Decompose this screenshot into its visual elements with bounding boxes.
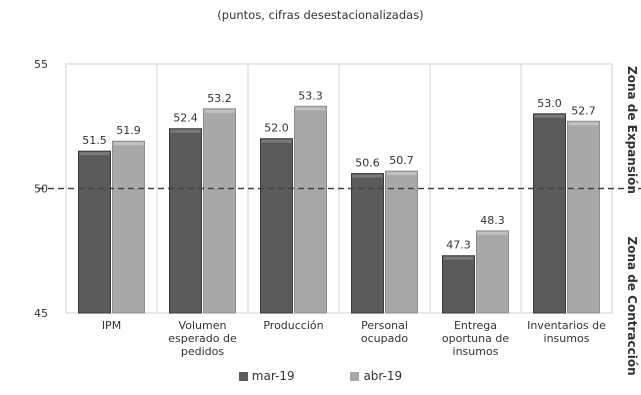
bar-mar-19-3 [351, 173, 384, 314]
data-label-abr-19-4: 48.3 [480, 214, 505, 227]
bar-highlight [568, 122, 599, 126]
bar-highlight [295, 107, 326, 111]
zone-label-expansion: Zona de Expansión [625, 66, 639, 194]
x-tick-label: Personal [361, 319, 408, 332]
x-tick-label: Inventarios de [527, 319, 606, 332]
bar-abr-19-5 [567, 120, 600, 314]
x-tick-label: ocupado [361, 332, 408, 345]
y-tick-label: 55 [34, 58, 48, 71]
bar-highlight [443, 256, 474, 260]
chart-subtitle: (puntos, cifras desestacionalizadas) [217, 8, 424, 22]
legend-item-mar19: mar-19 [238, 369, 295, 383]
bar-highlight [113, 142, 144, 146]
x-tick-label: Volumen [179, 319, 227, 332]
bar-highlight [261, 139, 292, 143]
legend-item-abr19: abr-19 [350, 369, 402, 383]
data-label-abr-19-2: 53.3 [298, 89, 323, 102]
legend-swatch-abr19 [350, 372, 360, 381]
legend-swatch-mar19 [238, 372, 248, 381]
data-label-mar-19-1: 52.4 [173, 112, 198, 125]
x-tick-label: insumos [453, 345, 499, 358]
x-tick-label: Producción [263, 319, 323, 332]
data-label-mar-19-5: 53.0 [537, 97, 562, 110]
bar-highlight [204, 109, 235, 113]
x-tick-label: oportuna de [442, 332, 509, 345]
bar-highlight [170, 129, 201, 133]
bar-abr-19-3 [385, 170, 418, 314]
legend-label-mar19: mar-19 [251, 369, 295, 383]
bar-highlight [534, 114, 565, 118]
data-label-mar-19-3: 50.6 [355, 157, 380, 170]
bar-highlight [477, 231, 508, 235]
bar-highlight [352, 174, 383, 178]
bar-highlight [79, 152, 110, 156]
x-tick-label: insumos [544, 332, 590, 345]
data-label-mar-19-4: 47.3 [446, 239, 471, 252]
bar-mar-19-1 [169, 128, 202, 314]
x-tick-label: esperado de [168, 332, 237, 345]
zone-label-contraction: Zona de Contracción [625, 237, 639, 376]
bar-abr-19-2 [294, 105, 327, 314]
data-label-abr-19-3: 50.7 [389, 154, 414, 167]
bar-abr-19-4 [476, 230, 509, 314]
bar-mar-19-0 [78, 150, 111, 314]
x-tick-label: IPM [102, 319, 121, 332]
data-label-abr-19-5: 52.7 [571, 104, 596, 117]
bar-mar-19-5 [533, 113, 566, 314]
data-label-mar-19-2: 52.0 [264, 122, 289, 135]
bar-mar-19-2 [260, 138, 293, 314]
chart-legend: mar-19 abr-19 [0, 369, 641, 383]
bar-abr-19-1 [203, 108, 236, 314]
y-tick-label: 45 [34, 307, 48, 320]
data-label-abr-19-1: 53.2 [207, 92, 232, 105]
bar-abr-19-0 [112, 140, 145, 314]
data-label-mar-19-0: 51.5 [82, 134, 107, 147]
data-label-abr-19-0: 51.9 [116, 124, 141, 137]
x-tick-label: pedidos [181, 345, 225, 358]
bar-highlight [386, 172, 417, 176]
bar-mar-19-4 [442, 255, 475, 314]
x-tick-label: Entrega [454, 319, 497, 332]
legend-label-abr19: abr-19 [363, 369, 403, 383]
